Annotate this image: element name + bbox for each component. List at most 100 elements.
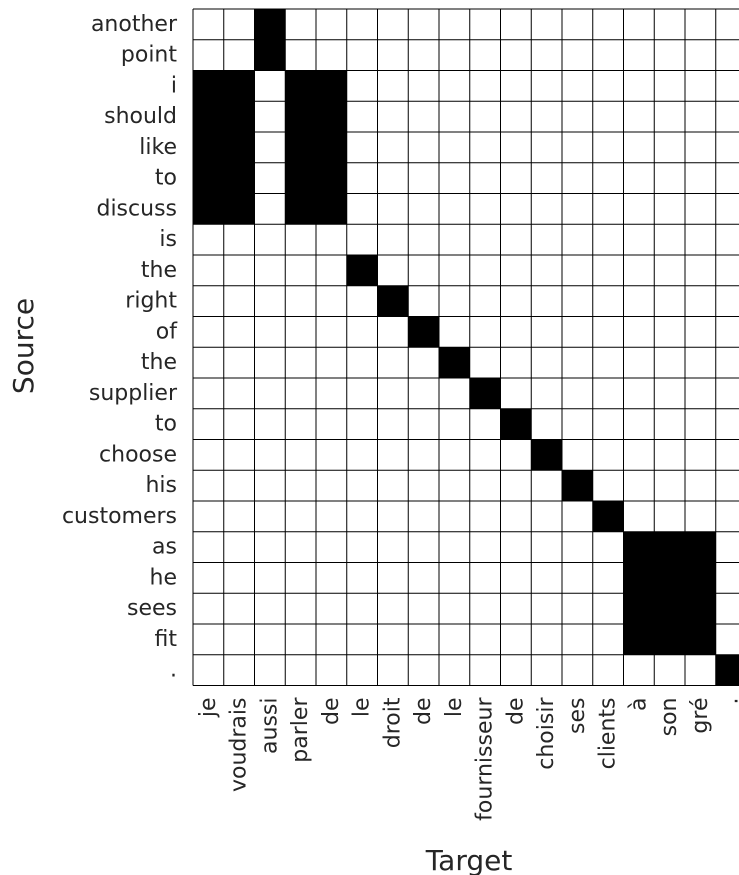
y-tick-label: i	[171, 73, 177, 98]
heatmap-cell	[654, 101, 685, 132]
heatmap-cell	[377, 39, 409, 71]
heatmap-cell	[469, 470, 501, 501]
heatmap-cell	[193, 531, 224, 563]
heatmap-cell	[715, 593, 739, 624]
heatmap-cell	[623, 255, 655, 286]
heatmap-cell	[654, 70, 685, 102]
heatmap-cell	[469, 347, 501, 378]
heatmap-cell	[592, 624, 624, 655]
heatmap-cell	[377, 624, 409, 655]
heatmap-cell	[223, 408, 255, 440]
heatmap-cell	[469, 531, 501, 563]
heatmap-cell	[500, 162, 532, 194]
heatmap-cell	[439, 378, 470, 409]
heatmap-cell	[316, 285, 347, 317]
heatmap-cell	[439, 654, 470, 686]
heatmap-cell	[377, 193, 409, 225]
heatmap-cell	[469, 378, 501, 409]
heatmap-cell	[193, 347, 224, 378]
heatmap-cell	[685, 562, 716, 594]
heatmap-cell	[531, 562, 562, 594]
heatmap-cell	[654, 193, 685, 225]
heatmap-cell	[223, 132, 255, 163]
heatmap-cell	[592, 224, 624, 255]
heatmap-cell	[346, 501, 378, 532]
heatmap-cell	[346, 193, 378, 225]
heatmap-cell	[193, 408, 224, 440]
heatmap-cell	[377, 470, 409, 501]
heatmap-cell	[346, 439, 378, 471]
heatmap-cell	[623, 624, 655, 655]
heatmap-cell	[377, 316, 409, 348]
heatmap-cell	[285, 501, 316, 532]
heatmap-cell	[254, 193, 286, 225]
heatmap-cell	[193, 193, 224, 225]
heatmap-cell	[715, 470, 739, 501]
heatmap-cell	[469, 132, 501, 163]
heatmap-cell	[377, 9, 409, 40]
heatmap-cell	[439, 132, 470, 163]
heatmap-cell	[408, 224, 439, 255]
heatmap-cell	[715, 378, 739, 409]
heatmap-cell	[316, 224, 347, 255]
heatmap-cell	[285, 39, 316, 71]
y-tick-label: supplier	[89, 381, 178, 406]
heatmap-cell	[439, 593, 470, 624]
heatmap-cell	[439, 193, 470, 225]
heatmap-cell	[346, 101, 378, 132]
heatmap-cell	[654, 531, 685, 563]
heatmap-cell	[193, 439, 224, 471]
x-tick-label: gré	[688, 698, 713, 734]
x-tick-label: fournisseur	[473, 697, 498, 821]
heatmap-cell	[623, 593, 655, 624]
heatmap-cell	[346, 408, 378, 440]
heatmap-cell	[623, 316, 655, 348]
heatmap-cell	[254, 470, 286, 501]
heatmap-cell	[439, 285, 470, 317]
heatmap-cell	[377, 439, 409, 471]
heatmap-cell	[562, 593, 593, 624]
heatmap-cell	[193, 316, 224, 348]
heatmap-cell	[685, 255, 716, 286]
heatmap-cell	[193, 162, 224, 194]
heatmap-cell	[592, 470, 624, 501]
heatmap-cell	[408, 255, 439, 286]
heatmap-cell	[316, 470, 347, 501]
heatmap-cell	[715, 101, 739, 132]
heatmap-cell	[654, 501, 685, 532]
heatmap-cell	[592, 501, 624, 532]
heatmap-cell	[562, 470, 593, 501]
y-tick-label: right	[125, 289, 177, 314]
heatmap-cell	[500, 316, 532, 348]
heatmap-cell	[531, 470, 562, 501]
heatmap-cell	[254, 378, 286, 409]
heatmap-cell	[377, 224, 409, 255]
heatmap-cell	[531, 255, 562, 286]
y-tick-label: his	[145, 473, 177, 498]
heatmap-cell	[254, 439, 286, 471]
x-tick-label: de	[411, 698, 436, 726]
heatmap-cell	[346, 347, 378, 378]
heatmap-cell	[592, 654, 624, 686]
heatmap-cell	[193, 378, 224, 409]
heatmap-cell	[439, 408, 470, 440]
heatmap-cell	[377, 531, 409, 563]
x-tick-label: le	[442, 698, 467, 718]
heatmap-cell	[254, 70, 286, 102]
heatmap-cell	[654, 132, 685, 163]
heatmap-cell	[623, 408, 655, 440]
heatmap-cell	[469, 193, 501, 225]
heatmap-cell	[193, 285, 224, 317]
heatmap-cell	[469, 593, 501, 624]
heatmap-cell	[685, 316, 716, 348]
y-tick-label: should	[104, 104, 177, 129]
heatmap-cell	[408, 347, 439, 378]
heatmap-cell	[592, 132, 624, 163]
heatmap-cell	[408, 132, 439, 163]
heatmap-cell	[316, 501, 347, 532]
y-tick-label: as	[152, 535, 177, 560]
heatmap-cell	[439, 255, 470, 286]
heatmap-cell	[531, 378, 562, 409]
heatmap-cell	[193, 624, 224, 655]
heatmap-cell	[285, 408, 316, 440]
